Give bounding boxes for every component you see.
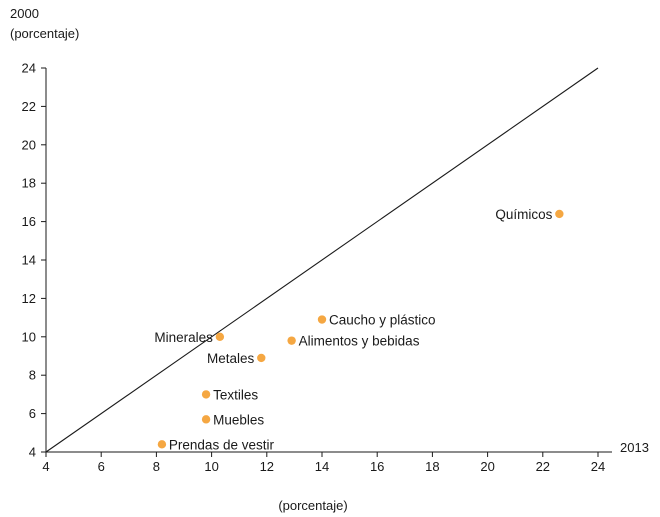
x-tick-label: 12 [260, 459, 274, 474]
y-tick-label: 8 [29, 368, 36, 383]
data-point [317, 315, 327, 324]
x-tick-label: 10 [204, 459, 218, 474]
point-label: Alimentos y bebidas [299, 334, 420, 349]
point-label: Metales [207, 351, 255, 366]
y-axis-title-line2: (porcentaje) [10, 26, 79, 41]
y-tick-label: 24 [22, 61, 36, 76]
y-axis-title-line1: 2000 [10, 6, 39, 21]
x-tick-label: 24 [591, 459, 605, 474]
x-axis-title-right: 2013 [620, 440, 649, 455]
point-label: Caucho y plástico [329, 313, 436, 328]
y-tick-label: 12 [22, 291, 36, 306]
y-tick-label: 6 [29, 406, 36, 421]
reference-line-layer [45, 67, 599, 453]
point-label: Minerales [154, 330, 213, 345]
x-tick-label: 18 [425, 459, 439, 474]
points-layer: Químicos Caucho y plástico Alimentos y beb… [154, 207, 564, 452]
x-tick-label: 4 [42, 459, 49, 474]
axes: 4 6 8 10 12 14 16 18 20 22 24 4 6 8 10 12 14 16 18 20 22 24 [22, 61, 612, 474]
x-tick-label: 20 [480, 459, 494, 474]
data-point [201, 390, 211, 399]
x-tick-label: 14 [315, 459, 329, 474]
point-label: Muebles [213, 412, 264, 427]
data-point [287, 336, 296, 345]
x-tick-label: 22 [536, 459, 550, 474]
y-tick-label: 16 [22, 214, 36, 229]
data-point [201, 415, 211, 424]
point-label: Prendas de vestir [169, 437, 275, 452]
reference-line [45, 67, 599, 453]
y-tick-label: 4 [29, 445, 36, 460]
data-point [555, 209, 564, 219]
x-axis-title-bottom: (porcentaje) [278, 498, 347, 513]
data-point [257, 353, 266, 363]
x-tick-label: 16 [370, 459, 384, 474]
data-point [215, 332, 225, 341]
y-tick-label: 10 [22, 329, 36, 344]
data-point [157, 440, 167, 449]
point-label: Químicos [495, 207, 552, 222]
y-tick-label: 18 [22, 176, 36, 191]
x-tick-label: 8 [153, 459, 160, 474]
y-tick-label: 22 [22, 99, 36, 114]
point-label: Textiles [213, 387, 258, 402]
x-tick-label: 6 [98, 459, 105, 474]
y-tick-label: 20 [22, 137, 36, 152]
y-tick-label: 14 [22, 253, 36, 268]
